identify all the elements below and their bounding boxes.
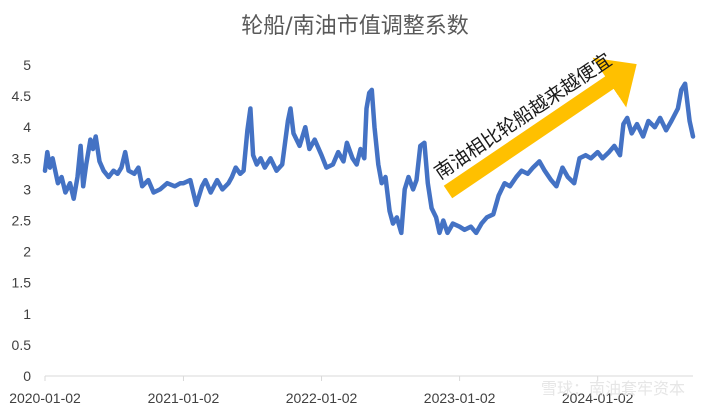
x-tick-label: 2020-01-02 — [9, 390, 81, 406]
y-tick-label: 1.5 — [12, 275, 32, 291]
y-tick-label: 0 — [23, 368, 31, 384]
y-axis-ticks: 0 0.5 1 1.5 2 2.5 3 3.5 4 4.5 5 — [12, 57, 32, 384]
x-tick-label: 2022-01-02 — [286, 390, 358, 406]
chart-title: 轮船/南油市值调整系数 — [241, 14, 468, 39]
y-tick-label: 5 — [23, 57, 31, 73]
y-tick-label: 1 — [23, 306, 31, 322]
x-tick-label: 2024-01-02 — [562, 390, 634, 406]
x-tick-label: 2023-01-02 — [424, 390, 496, 406]
y-tick-label: 4 — [23, 119, 31, 135]
y-tick-label: 2 — [23, 244, 31, 260]
y-tick-label: 2.5 — [12, 213, 32, 229]
x-axis-tick-marks — [44, 376, 599, 381]
annotation-text: 南油相比轮船越来越便宜 — [430, 49, 616, 184]
y-tick-label: 4.5 — [12, 88, 32, 104]
y-tick-label: 0.5 — [12, 337, 32, 353]
series-line — [42, 81, 696, 236]
watermark-text: 雪球：南油套牢资本 — [541, 379, 685, 398]
y-tick-label: 3.5 — [12, 150, 32, 166]
x-tick-label: 2021-01-02 — [148, 390, 220, 406]
x-axis-ticks: 2020-01-02 2021-01-02 2022-01-02 2023-01-02… — [9, 390, 633, 406]
y-tick-label: 3 — [23, 181, 31, 197]
annotation-arrow — [443, 57, 637, 199]
